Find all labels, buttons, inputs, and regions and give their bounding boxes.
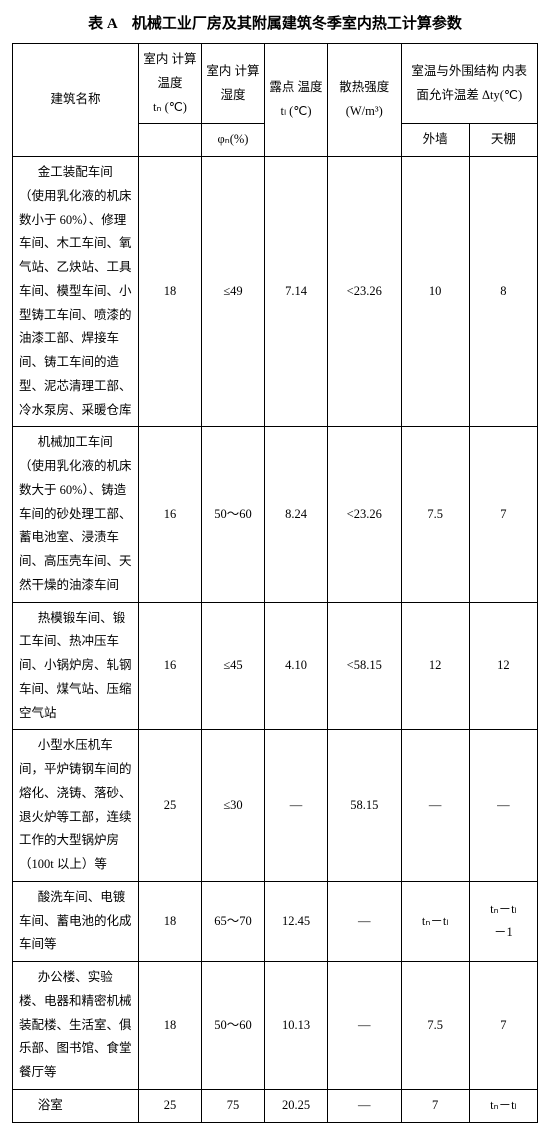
cell-heat: — [328, 1089, 402, 1122]
cell-temp: 18 [139, 962, 202, 1090]
table-row: 热模锻车间、锻工车间、热冲压车间、小锅炉房、轧钢车间、煤气站、压缩空气站16≤4… [13, 602, 538, 730]
cell-temp: 18 [139, 157, 202, 427]
cell-humid: ≤49 [202, 157, 265, 427]
cell-building-name: 酸洗车间、电镀车间、蓄电池的化成车间等 [13, 881, 139, 961]
cell-temp: 16 [139, 602, 202, 730]
cell-roof: tₙ－tₗ [469, 1089, 537, 1122]
cell-humid: ≤30 [202, 730, 265, 882]
cell-dew: 7.14 [265, 157, 328, 427]
table-title: 表 A 机械工业厂房及其附属建筑冬季室内热工计算参数 [12, 12, 538, 33]
table-row: 机械加工车间（使用乳化液的机床数大于 60%）、铸造车间的砂处理工部、蓄电池室、… [13, 427, 538, 602]
cell-building-name: 金工装配车间（使用乳化液的机床数小于 60%）、修理车间、木工车间、氧气站、乙炔… [13, 157, 139, 427]
cell-heat: <23.26 [328, 427, 402, 602]
cell-dew: 10.13 [265, 962, 328, 1090]
table-row: 小型水压机车间，平炉铸钢车间的熔化、浇铸、落砂、退火炉等工部，连续工作的大型锅炉… [13, 730, 538, 882]
head-wall: 外墙 [401, 124, 469, 157]
cell-roof: 7 [469, 962, 537, 1090]
cell-heat: 58.15 [328, 730, 402, 882]
cell-heat: <23.26 [328, 157, 402, 427]
cell-wall: 10 [401, 157, 469, 427]
cell-heat: <58.15 [328, 602, 402, 730]
cell-wall: tₙ－tₗ [401, 881, 469, 961]
cell-building-name: 机械加工车间（使用乳化液的机床数大于 60%）、铸造车间的砂处理工部、蓄电池室、… [13, 427, 139, 602]
head-deltat: 室温与外围结构 内表面允许温差 Δty(℃) [401, 44, 538, 124]
head-temp-blank [139, 124, 202, 157]
cell-building-name: 热模锻车间、锻工车间、热冲压车间、小锅炉房、轧钢车间、煤气站、压缩空气站 [13, 602, 139, 730]
cell-wall: 12 [401, 602, 469, 730]
parameters-table: 建筑名称 室内 计算温度 tₙ (℃) 室内 计算湿度 露点 温度 tₗ (℃)… [12, 43, 538, 1123]
head-humid: 室内 计算湿度 [202, 44, 265, 124]
head-temp: 室内 计算温度 tₙ (℃) [139, 44, 202, 124]
cell-humid: 65～70 [202, 881, 265, 961]
cell-dew: 8.24 [265, 427, 328, 602]
cell-humid: 75 [202, 1089, 265, 1122]
cell-temp: 25 [139, 730, 202, 882]
table-row: 浴室257520.25—7tₙ－tₗ [13, 1089, 538, 1122]
cell-dew: — [265, 730, 328, 882]
head-humid-sym: φₙ(%) [202, 124, 265, 157]
cell-roof: — [469, 730, 537, 882]
cell-building-name: 办公楼、实验楼、电器和精密机械装配楼、生活室、俱乐部、图书馆、食堂餐厅等 [13, 962, 139, 1090]
cell-dew: 12.45 [265, 881, 328, 961]
cell-heat: — [328, 962, 402, 1090]
head-heat: 散热强度 (W/m³) [328, 44, 402, 157]
cell-heat: — [328, 881, 402, 961]
cell-temp: 18 [139, 881, 202, 961]
cell-temp: 16 [139, 427, 202, 602]
cell-dew: 4.10 [265, 602, 328, 730]
cell-roof: tₙ－tₗ －1 [469, 881, 537, 961]
cell-building-name: 小型水压机车间，平炉铸钢车间的熔化、浇铸、落砂、退火炉等工部，连续工作的大型锅炉… [13, 730, 139, 882]
head-roof: 天棚 [469, 124, 537, 157]
cell-roof: 8 [469, 157, 537, 427]
cell-dew: 20.25 [265, 1089, 328, 1122]
table-row: 金工装配车间（使用乳化液的机床数小于 60%）、修理车间、木工车间、氧气站、乙炔… [13, 157, 538, 427]
cell-wall: 7.5 [401, 427, 469, 602]
cell-wall: — [401, 730, 469, 882]
cell-humid: 50～60 [202, 962, 265, 1090]
cell-building-name: 浴室 [13, 1089, 139, 1122]
cell-humid: ≤45 [202, 602, 265, 730]
cell-wall: 7.5 [401, 962, 469, 1090]
cell-roof: 12 [469, 602, 537, 730]
head-name: 建筑名称 [13, 44, 139, 157]
cell-temp: 25 [139, 1089, 202, 1122]
cell-humid: 50～60 [202, 427, 265, 602]
cell-wall: 7 [401, 1089, 469, 1122]
table-row: 办公楼、实验楼、电器和精密机械装配楼、生活室、俱乐部、图书馆、食堂餐厅等1850… [13, 962, 538, 1090]
table-row: 酸洗车间、电镀车间、蓄电池的化成车间等1865～7012.45—tₙ－tₗtₙ－… [13, 881, 538, 961]
head-dew: 露点 温度 tₗ (℃) [265, 44, 328, 157]
cell-roof: 7 [469, 427, 537, 602]
